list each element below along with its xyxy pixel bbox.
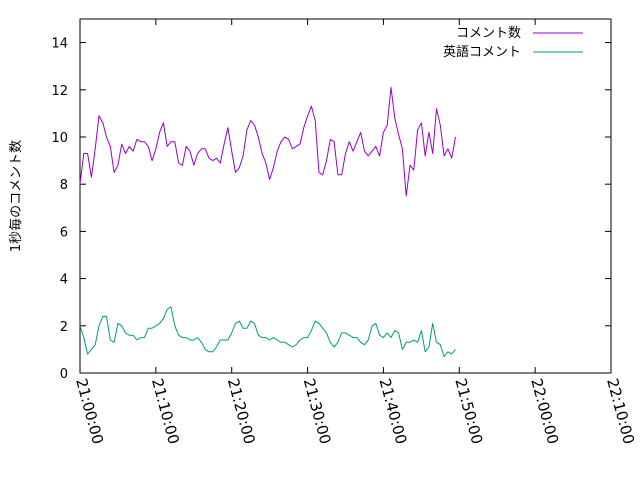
y-tick-label: 8 xyxy=(60,178,68,193)
x-tick-label: 21:50:00 xyxy=(451,376,486,446)
x-tick-label: 22:00:00 xyxy=(527,376,562,446)
x-tick-label: 21:10:00 xyxy=(148,376,183,446)
plot-frame xyxy=(79,18,612,374)
y-axis: 0 2 4 6 8 10 12 14 xyxy=(51,37,611,382)
y-tick-label: 12 xyxy=(51,84,68,99)
y-axis-label: 1秒毎のコメント数 xyxy=(8,140,24,252)
series-line-1 xyxy=(79,86,456,197)
y-tick-label: 6 xyxy=(60,225,68,240)
x-tick-label: 21:40:00 xyxy=(376,376,411,446)
x-tick-label: 21:00:00 xyxy=(72,376,107,446)
x-tick-label: 21:20:00 xyxy=(224,376,259,446)
y-tick-label: 0 xyxy=(60,367,68,382)
y-tick-label: 10 xyxy=(51,131,68,146)
legend-label-series-1: コメント数 xyxy=(456,26,521,41)
series-layer xyxy=(79,86,456,357)
legend: コメント数 英語コメント xyxy=(443,26,583,60)
x-tick-label: 21:30:00 xyxy=(300,376,335,446)
x-tick-label: 22:10:00 xyxy=(603,376,638,446)
y-tick-label: 2 xyxy=(60,320,68,335)
x-axis: 21:00:00 21:10:00 21:20:00 21:30:00 21:40:00… xyxy=(72,19,638,446)
y-tick-label: 14 xyxy=(51,37,68,52)
series-line-2 xyxy=(79,306,456,357)
y-tick-label: 4 xyxy=(60,273,68,288)
legend-label-series-2: 英語コメント xyxy=(443,44,521,60)
